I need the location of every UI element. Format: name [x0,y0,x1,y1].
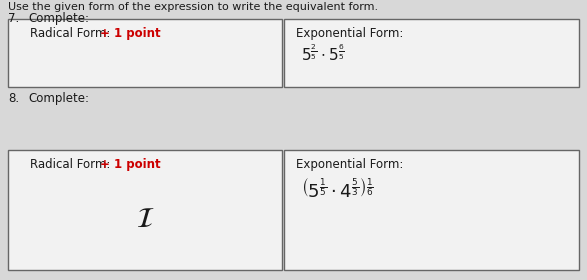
Text: $\mathcal{I}$: $\mathcal{I}$ [136,206,154,233]
Text: Complete:: Complete: [28,92,89,105]
Text: Exponential Form:: Exponential Form: [296,27,407,40]
FancyBboxPatch shape [8,19,282,87]
FancyBboxPatch shape [284,150,579,270]
Text: 8.: 8. [8,92,19,105]
Text: Exponential Form:: Exponential Form: [296,158,403,171]
Text: Use the given form of the expression to write the equivalent form.: Use the given form of the expression to … [8,2,378,12]
Text: + 1 point: + 1 point [100,27,161,40]
Text: Radical Form:: Radical Form: [30,158,114,171]
Text: Complete:: Complete: [28,12,89,25]
Text: $5^{\frac{2}{5}} \cdot 5^{\frac{6}{5}}$: $5^{\frac{2}{5}} \cdot 5^{\frac{6}{5}}$ [301,43,345,64]
Text: 7.: 7. [8,12,19,25]
Text: + 1 point: + 1 point [100,158,161,171]
FancyBboxPatch shape [284,19,579,87]
FancyBboxPatch shape [8,150,282,270]
Text: $\left(5^{\frac{1}{5}} \cdot 4^{\frac{5}{3}}\right)^{\frac{1}{6}}$: $\left(5^{\frac{1}{5}} \cdot 4^{\frac{5}… [301,178,374,202]
Text: Radical Form:: Radical Form: [30,27,114,40]
